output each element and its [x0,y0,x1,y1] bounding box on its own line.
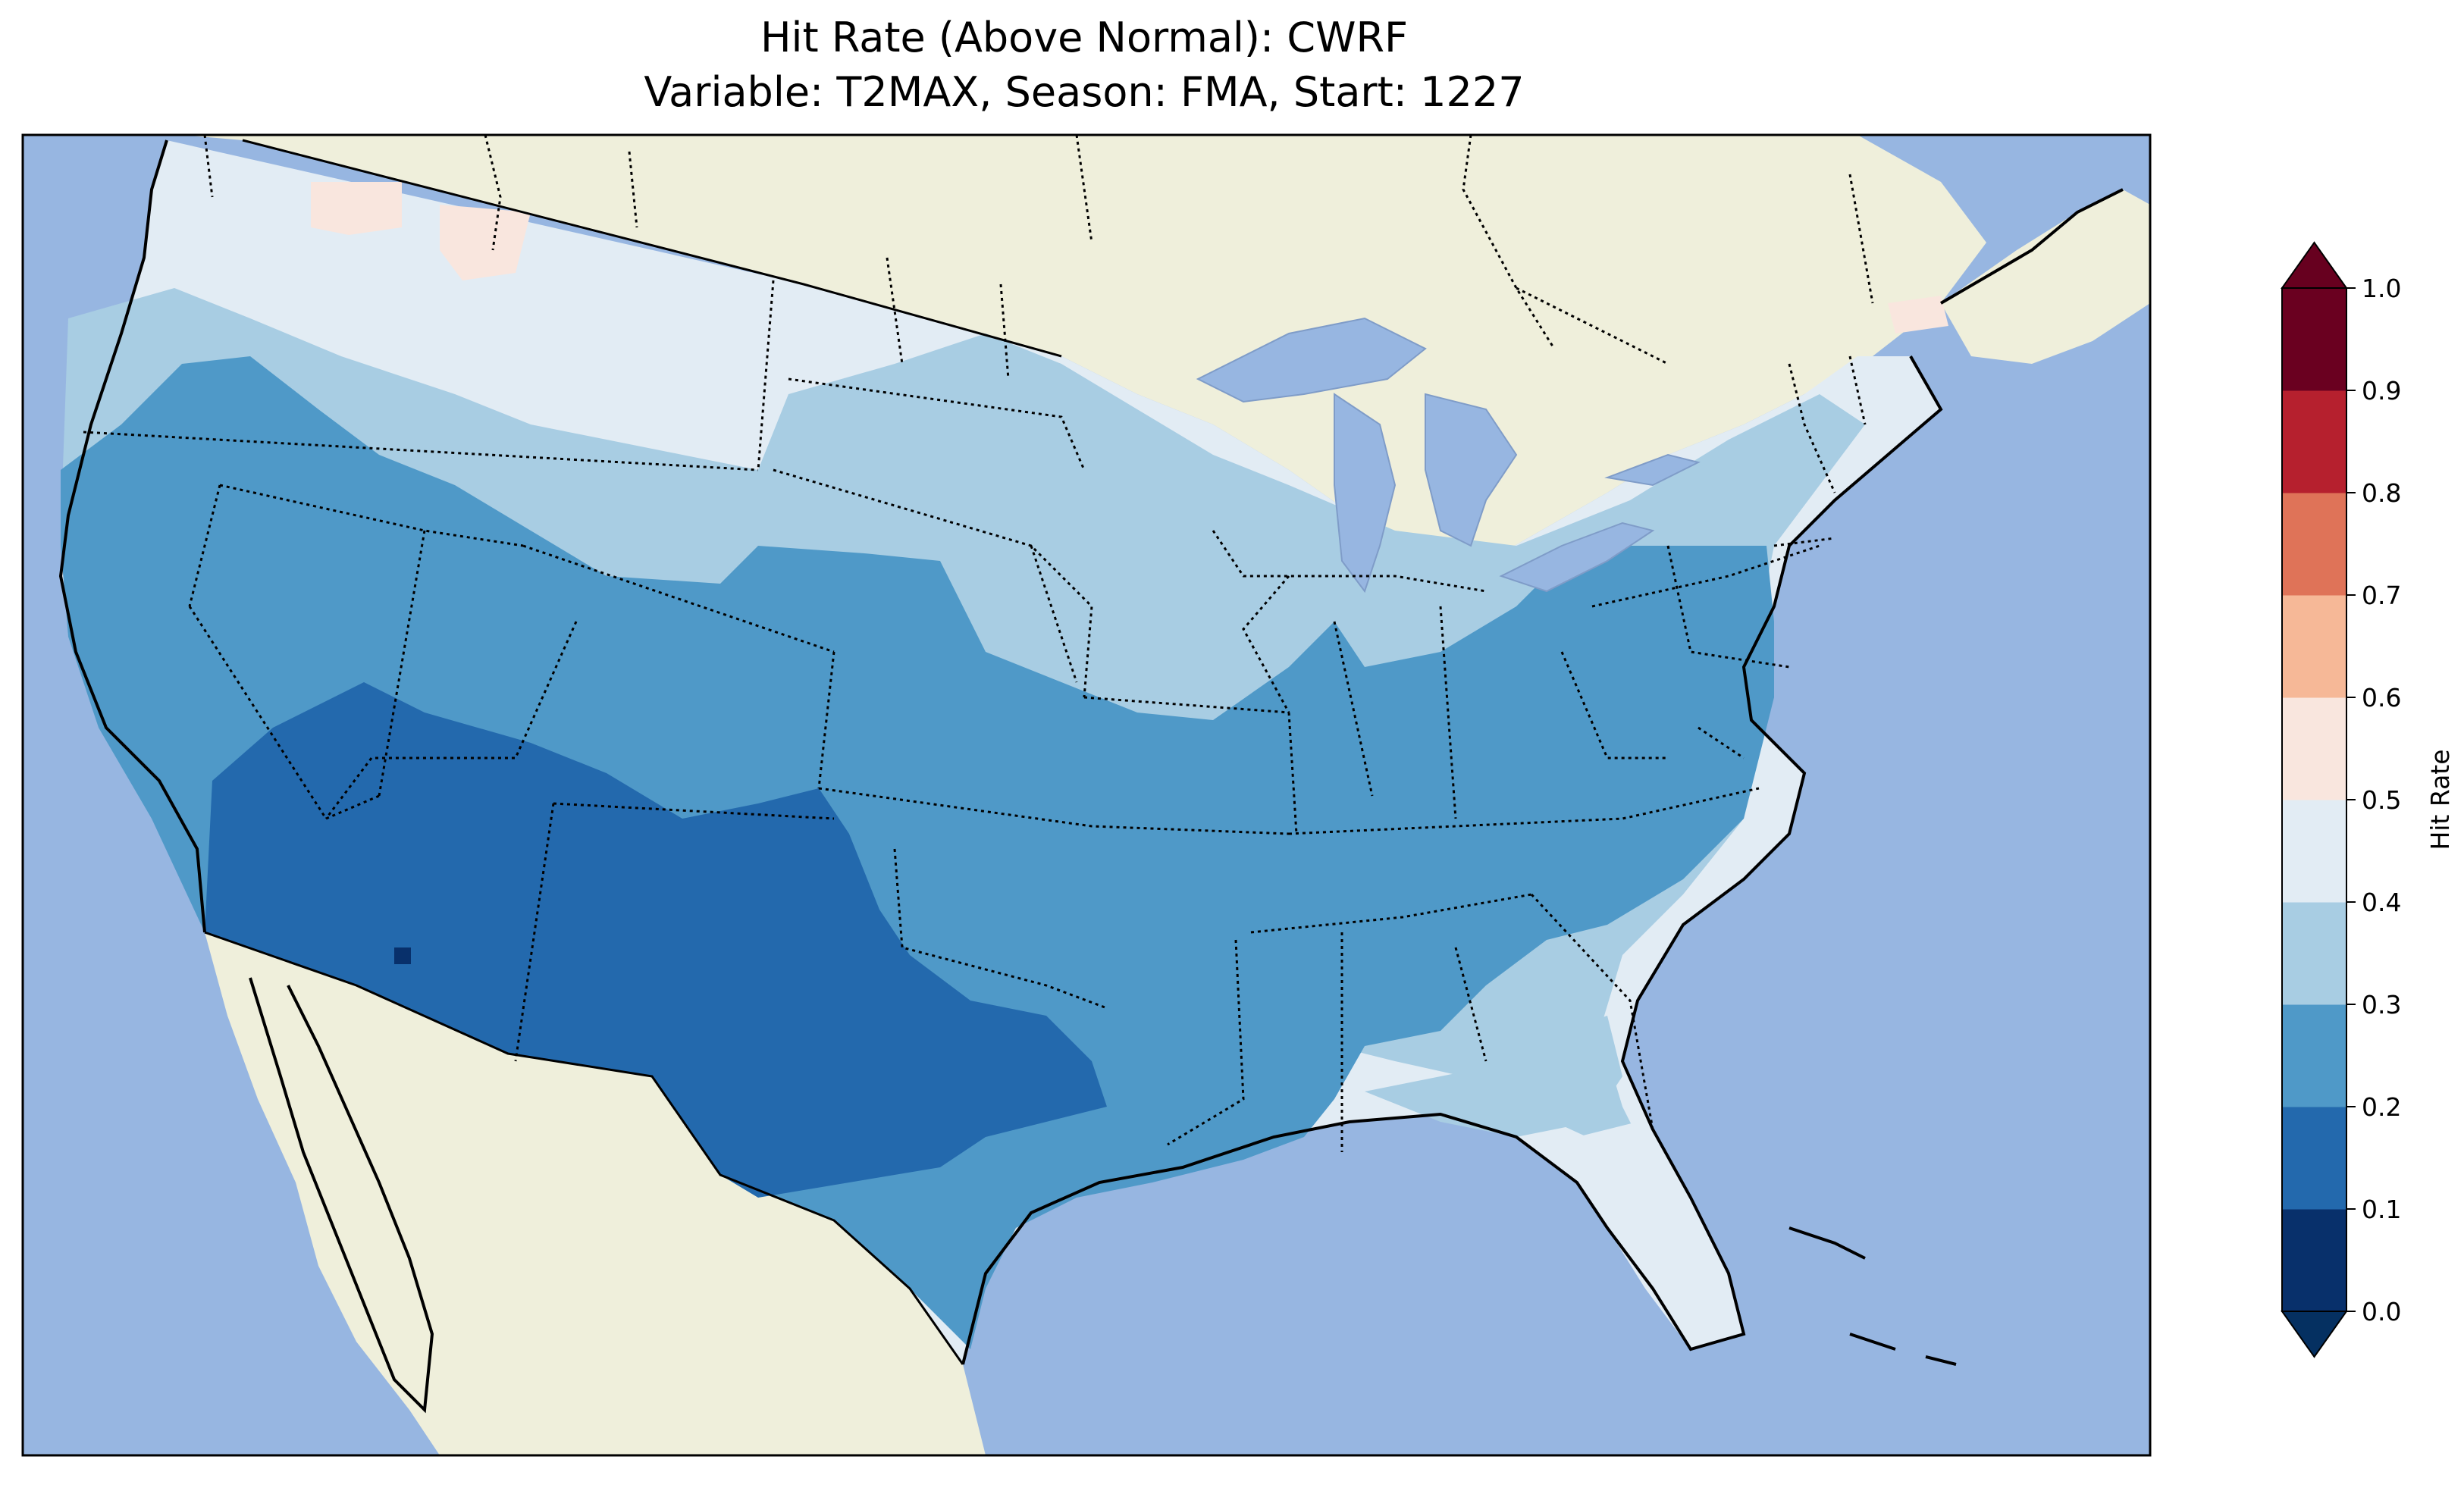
colorbar-tick-label: 0.3 [2362,990,2401,1019]
colorbar-tick-label: 0.1 [2362,1195,2401,1224]
colorbar-bin [2282,902,2346,1005]
map-panel [21,133,2152,1457]
colorbar-bin [2282,1004,2346,1107]
national-borders [204,139,1062,1365]
map-title-line1: Hit Rate (Above Normal): CWRF [760,14,1409,61]
colorbar-tick-label: 0.8 [2362,478,2401,508]
colorbar-bin [2282,288,2346,391]
colorbar-label: Hit Rate [2425,749,2455,850]
canada-land [182,135,1986,576]
hit-rate-field [61,140,1948,1364]
colorbar-bin [2282,697,2346,800]
maritimes-land [1941,189,2150,364]
colorbar-tick-label: 1.0 [2362,274,2401,303]
colorbar-tick-label: 0.6 [2362,683,2401,713]
map-title-line2: Variable: T2MAX, Season: FMA, Start: 122… [644,68,1525,116]
state-borders [83,135,1874,1152]
colorbar-bin [2282,1107,2346,1210]
colorbar-tick-label: 0.5 [2362,785,2401,815]
colorbar-bin [2282,1209,2346,1312]
colorbar-tick-label: 0.7 [2362,581,2401,610]
colorbar-bin [2282,390,2346,493]
colorbar-bin [2282,800,2346,903]
colorbar-tick-label: 0.4 [2362,888,2401,917]
great-lakes [1196,317,1701,594]
colorbar-tick-label: 0.0 [2362,1297,2401,1326]
coastlines [58,139,2124,1414]
map-frame [21,133,2152,1457]
colorbar-bin [2282,595,2346,698]
colorbar-extend-min [2281,1311,2348,1358]
baja-land [250,978,432,1410]
colorbar-tick-label: 0.2 [2362,1092,2401,1122]
colorbar-tick-label: 0.9 [2362,376,2401,406]
colorbar-extend-max [2281,241,2348,289]
colorbar-bin [2282,493,2346,596]
